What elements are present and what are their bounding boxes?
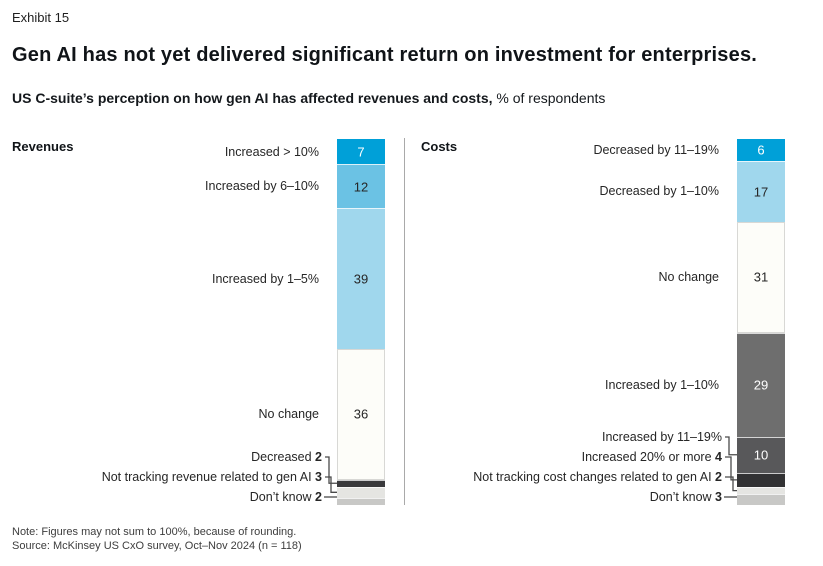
category-label: Increased by 1–5%: [211, 271, 319, 286]
category-label: Don’t know 2: [249, 490, 322, 504]
bar-segment: 7: [337, 139, 385, 165]
segment-value: 2: [311, 450, 322, 464]
segment-value: 2: [711, 470, 722, 484]
source-line: Source: McKinsey US CxO survey, Oct–Nov …: [12, 540, 302, 552]
segment-value: 31: [753, 269, 769, 285]
category-label: Increased 20% or more 4: [581, 450, 722, 464]
bar-segment: [737, 472, 785, 488]
bar-segment: [337, 486, 385, 498]
bar-segment: 6: [737, 139, 785, 161]
chart-title-revenues: Revenues: [12, 139, 74, 154]
segment-value: 3: [311, 470, 322, 484]
subtitle-bold-text: US C-suite’s perception on how gen AI ha…: [12, 90, 493, 106]
callout-connector: [725, 456, 737, 481]
subtitle: US C-suite’s perception on how gen AI ha…: [12, 90, 605, 106]
bar-segment: 36: [337, 349, 385, 480]
bar-segment: 10: [737, 436, 785, 473]
segment-value: 12: [353, 179, 369, 195]
note-line: Note: Figures may not sum to 100%, becau…: [12, 526, 297, 538]
category-label: Increased by 11–19%: [602, 430, 722, 444]
bar-segment: 17: [737, 160, 785, 222]
category-label: Decreased by 1–10%: [599, 184, 719, 199]
category-label: Increased by 6–10%: [205, 179, 319, 194]
segment-value: 17: [753, 184, 769, 200]
callout-connector: [725, 476, 737, 492]
callout-connector: [325, 476, 337, 493]
segment-value: 3: [711, 490, 722, 504]
category-label: Not tracking revenue related to gen AI 3: [101, 470, 322, 484]
bar-segment: 39: [337, 207, 385, 350]
bar-segment: [737, 487, 785, 495]
stacked-bar-costs: 6 17 31 29 10: [737, 139, 785, 505]
bar-segment: 31: [737, 221, 785, 333]
category-label: Not tracking cost changes related to gen…: [473, 470, 722, 484]
stacked-bar-revenues: 7 12 39 36: [337, 139, 385, 505]
category-label: Increased by 1–10%: [605, 377, 719, 392]
segment-value: 4: [711, 450, 722, 464]
bar-segment: [737, 494, 785, 505]
segment-value: 2: [311, 490, 322, 504]
callout-connector: [325, 456, 337, 484]
exhibit-label: Exhibit 15: [12, 10, 70, 25]
segment-value: 36: [353, 406, 369, 422]
segment-value: 7: [357, 144, 365, 160]
bar-segment: [337, 479, 385, 487]
chart-title-costs: Costs: [421, 139, 458, 154]
category-label: Don’t know 3: [649, 490, 722, 504]
bar-segment: [337, 497, 385, 505]
page-title: Gen AI has not yet delivered significant…: [12, 44, 758, 66]
bar-segment: 12: [337, 164, 385, 208]
callout-connector: [725, 436, 737, 456]
category-label: No change: [258, 407, 319, 422]
segment-value: 39: [353, 271, 369, 287]
segment-value: 10: [753, 447, 769, 463]
segment-value: 6: [757, 142, 765, 158]
panel-divider: [404, 138, 405, 505]
bar-segment: 29: [737, 332, 785, 437]
footnote-block: Note: Figures may not sum to 100%, becau…: [12, 525, 302, 553]
subtitle-unit-text: % of respondents: [496, 90, 606, 106]
category-label: Decreased by 11–19%: [593, 142, 719, 157]
category-label: No change: [658, 270, 719, 285]
category-label: Decreased 2: [251, 450, 322, 464]
category-label: Increased > 10%: [224, 144, 319, 159]
segment-value: 29: [753, 377, 769, 393]
